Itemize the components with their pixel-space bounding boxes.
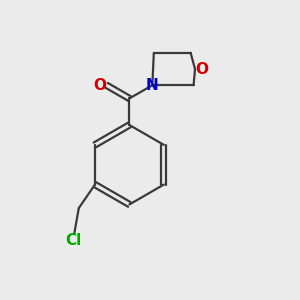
Text: O: O	[195, 61, 208, 76]
Text: O: O	[94, 78, 106, 93]
Text: Cl: Cl	[65, 233, 81, 248]
Text: N: N	[146, 78, 159, 93]
